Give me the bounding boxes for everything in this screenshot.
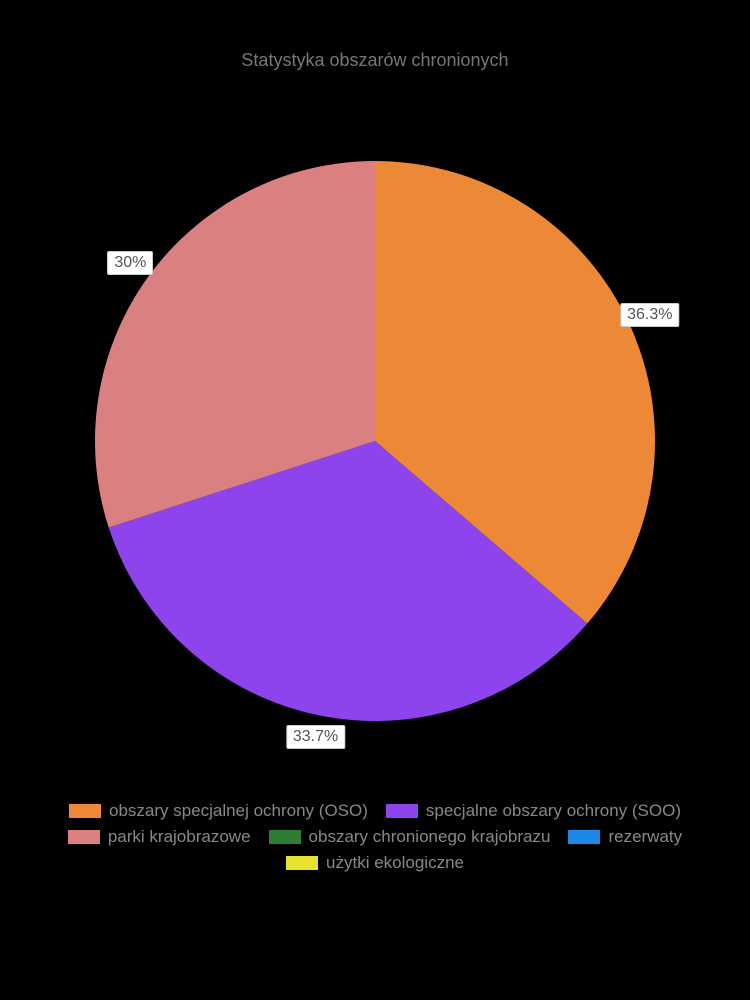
- chart-title: Statystyka obszarów chronionych: [241, 50, 508, 71]
- legend-label: użytki ekologiczne: [326, 853, 464, 873]
- legend-label: obszary chronionego krajobrazu: [309, 827, 551, 847]
- legend-label: obszary specjalnej ochrony (OSO): [109, 801, 368, 821]
- legend-label: specjalne obszary ochrony (SOO): [426, 801, 681, 821]
- legend-item: parki krajobrazowe: [68, 827, 251, 847]
- legend-swatch: [386, 804, 418, 818]
- legend-swatch: [568, 830, 600, 844]
- slice-label: 33.7%: [286, 725, 345, 749]
- legend-item: rezerwaty: [568, 827, 682, 847]
- slice-label: 36.3%: [620, 303, 679, 327]
- legend: obszary specjalnej ochrony (OSO) specjaln…: [25, 801, 725, 873]
- legend-item: obszary specjalnej ochrony (OSO): [69, 801, 368, 821]
- pie-svg: [25, 91, 725, 791]
- slice-label: 30%: [107, 251, 153, 275]
- legend-item: użytki ekologiczne: [286, 853, 464, 873]
- legend-label: rezerwaty: [608, 827, 682, 847]
- legend-swatch: [69, 804, 101, 818]
- legend-swatch: [286, 856, 318, 870]
- legend-swatch: [68, 830, 100, 844]
- legend-label: parki krajobrazowe: [108, 827, 251, 847]
- legend-swatch: [269, 830, 301, 844]
- legend-item: obszary chronionego krajobrazu: [269, 827, 551, 847]
- legend-item: specjalne obszary ochrony (SOO): [386, 801, 681, 821]
- pie-chart: 36.3% 33.7% 30%: [25, 91, 725, 791]
